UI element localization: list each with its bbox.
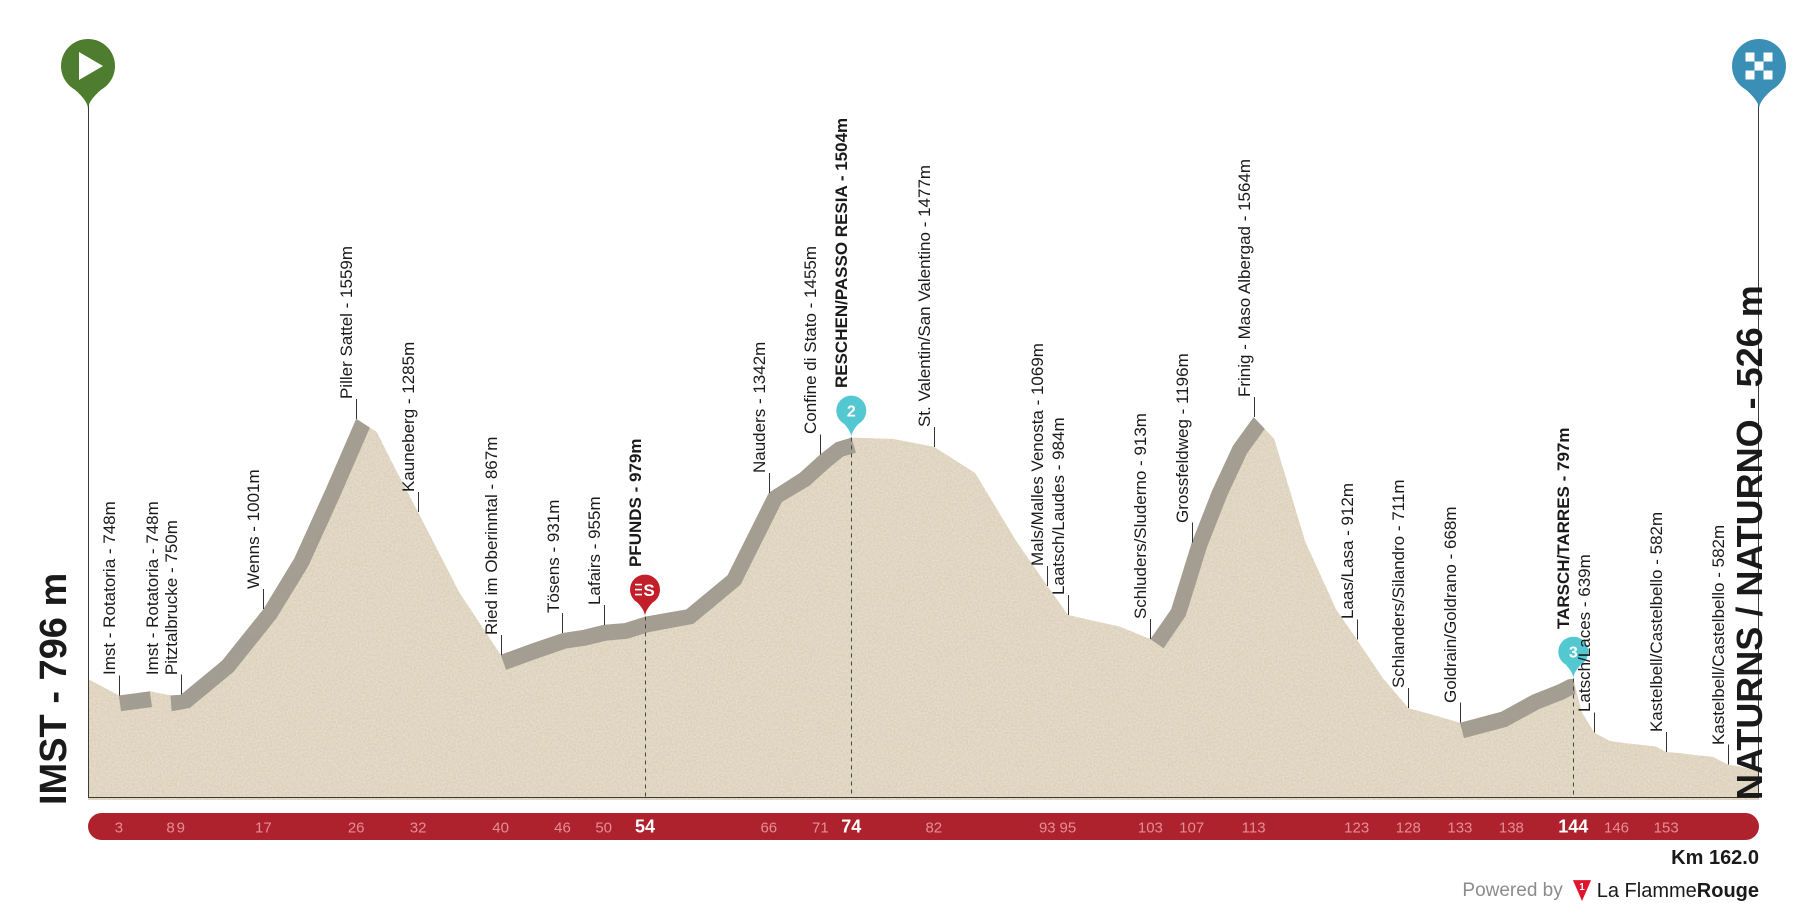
svg-text:40: 40 bbox=[492, 820, 509, 837]
svg-text:9: 9 bbox=[177, 820, 185, 837]
svg-text:17: 17 bbox=[255, 820, 272, 837]
svg-text:138: 138 bbox=[1499, 820, 1524, 837]
svg-text:54: 54 bbox=[635, 817, 655, 837]
svg-text:113: 113 bbox=[1242, 820, 1266, 837]
svg-text:153: 153 bbox=[1654, 820, 1679, 837]
svg-text:71: 71 bbox=[812, 820, 829, 837]
svg-text:146: 146 bbox=[1604, 820, 1629, 837]
svg-text:123: 123 bbox=[1344, 820, 1369, 837]
svg-text:26: 26 bbox=[348, 820, 365, 837]
svg-text:8: 8 bbox=[166, 820, 174, 837]
svg-text:S: S bbox=[643, 581, 654, 600]
svg-text:66: 66 bbox=[760, 820, 777, 837]
svg-text:46: 46 bbox=[554, 820, 571, 837]
svg-text:93: 93 bbox=[1039, 820, 1056, 837]
svg-text:1: 1 bbox=[1579, 882, 1585, 893]
svg-text:32: 32 bbox=[410, 820, 427, 837]
svg-text:103: 103 bbox=[1138, 820, 1163, 837]
svg-text:2: 2 bbox=[847, 404, 856, 421]
svg-text:107: 107 bbox=[1179, 820, 1204, 837]
svg-text:50: 50 bbox=[595, 820, 612, 837]
svg-text:74: 74 bbox=[841, 817, 861, 837]
svg-text:133: 133 bbox=[1447, 820, 1472, 837]
svg-text:95: 95 bbox=[1060, 820, 1077, 837]
svg-text:82: 82 bbox=[925, 820, 942, 837]
svg-text:144: 144 bbox=[1558, 817, 1588, 837]
svg-text:3: 3 bbox=[115, 820, 123, 837]
svg-text:128: 128 bbox=[1396, 820, 1421, 837]
